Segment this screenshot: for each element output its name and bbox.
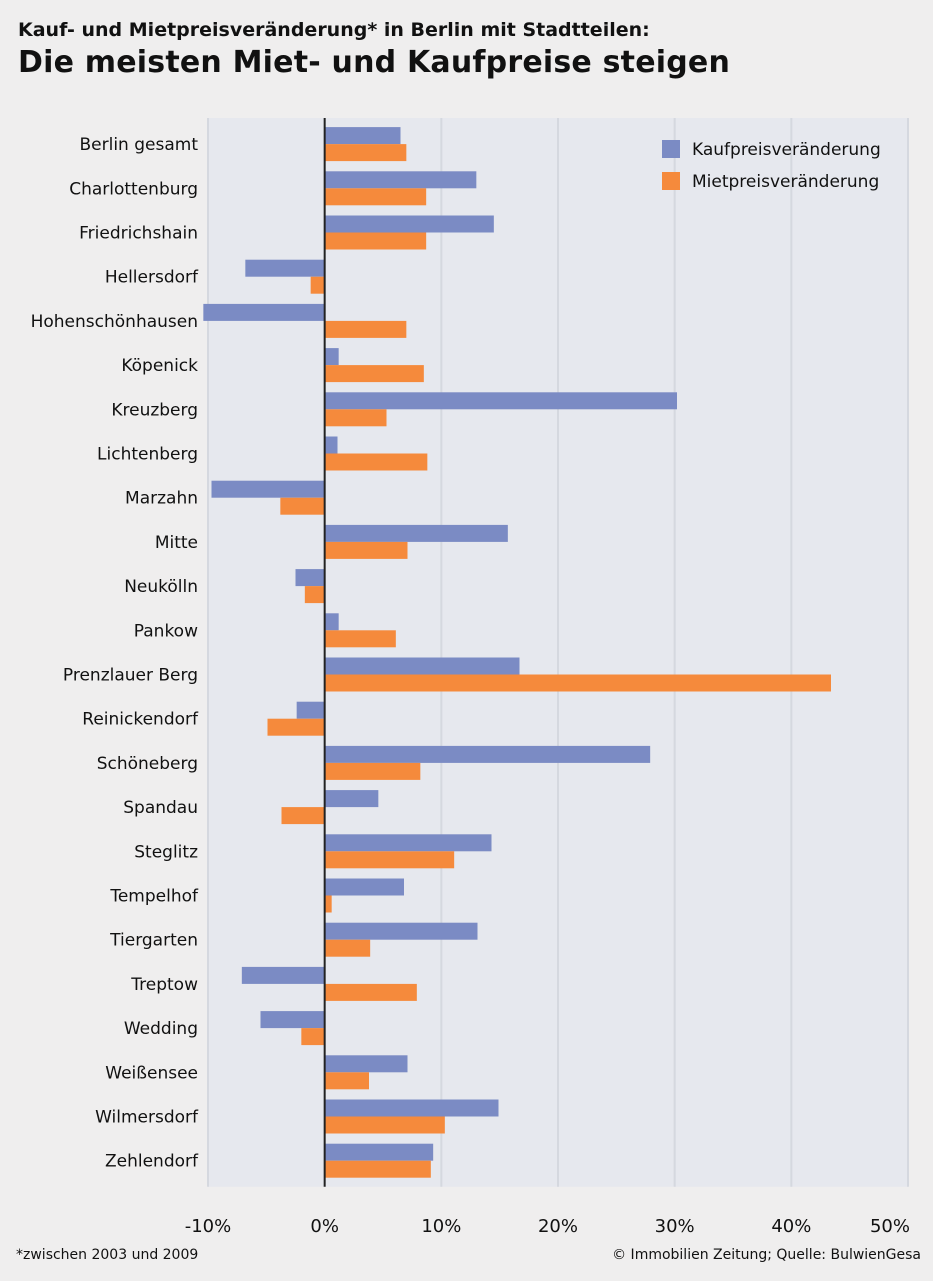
bar-mietpreis	[324, 851, 455, 869]
bar-kaufpreis	[260, 1011, 325, 1029]
bar-mietpreis	[324, 144, 407, 162]
legend-label-kaufpreis: Kaufpreisveränderung	[692, 140, 881, 160]
bar-mietpreis	[281, 807, 325, 825]
bar-kaufpreis	[295, 569, 325, 587]
bar-kaufpreis	[203, 303, 325, 321]
category-label: Schöneberg	[97, 754, 198, 774]
bar-mietpreis	[324, 232, 427, 250]
footnote: *zwischen 2003 und 2009	[16, 1247, 199, 1263]
source-credit: © Immobilien Zeitung; Quelle: BulwienGes…	[612, 1247, 921, 1263]
category-label: Tiergarten	[109, 931, 198, 951]
category-label: Köpenick	[121, 356, 198, 376]
category-label: Lichtenberg	[97, 445, 198, 465]
bar-kaufpreis	[324, 215, 494, 233]
bar-chart: Berlin gesamt Charlottenburg Friedrichshai…	[31, 118, 910, 1237]
bar-mietpreis	[324, 1160, 431, 1178]
bar-mietpreis	[324, 895, 332, 913]
chart-header: Kauf- und Mietpreisveränderung* in Berli…	[18, 18, 923, 82]
x-tick-label: 50%	[870, 1216, 910, 1237]
bar-kaufpreis	[241, 966, 325, 984]
bar-mietpreis	[324, 365, 424, 383]
bar-mietpreis	[324, 1116, 445, 1134]
bar-kaufpreis	[324, 524, 508, 542]
bar-mietpreis	[324, 453, 428, 471]
category-label: Treptow	[130, 975, 198, 995]
x-tick-label: 0%	[310, 1216, 339, 1237]
bar-mietpreis	[324, 409, 387, 427]
category-label: Wedding	[124, 1019, 198, 1039]
bar-kaufpreis	[324, 436, 338, 454]
category-label: Charlottenburg	[69, 179, 198, 199]
bar-kaufpreis	[324, 127, 401, 145]
bar-kaufpreis	[245, 259, 325, 277]
chart-title: Die meisten Miet- und Kaufpreise steigen	[18, 45, 731, 80]
category-label: Hohenschönhausen	[31, 312, 198, 332]
bar-kaufpreis	[324, 1099, 499, 1117]
category-label: Neukölln	[124, 577, 198, 597]
category-label: Pankow	[134, 621, 198, 641]
bar-mietpreis	[324, 939, 371, 957]
bar-kaufpreis	[324, 878, 404, 896]
legend-label-mietpreis: Mietpreisveränderung	[692, 172, 879, 192]
x-tick-label: -10%	[185, 1216, 232, 1237]
bar-kaufpreis	[211, 480, 325, 498]
x-tick-label: 10%	[421, 1216, 461, 1237]
bar-kaufpreis	[296, 701, 325, 719]
category-label: Weißensee	[105, 1063, 198, 1083]
bar-kaufpreis	[324, 348, 339, 366]
x-tick-label: 20%	[538, 1216, 578, 1237]
category-label: Spandau	[123, 798, 198, 818]
bar-kaufpreis	[324, 922, 478, 940]
bar-mietpreis	[324, 188, 427, 206]
bar-mietpreis	[304, 586, 325, 604]
category-label: Friedrichshain	[79, 224, 198, 244]
category-label: Hellersdorf	[105, 268, 199, 288]
bar-mietpreis	[324, 983, 417, 1001]
bar-mietpreis	[310, 276, 325, 294]
bar-mietpreis	[324, 320, 407, 338]
bar-kaufpreis	[324, 613, 339, 631]
category-label: Marzahn	[125, 489, 198, 509]
bar-mietpreis	[301, 1028, 325, 1046]
bar-kaufpreis	[324, 1055, 408, 1073]
bar-mietpreis	[324, 541, 408, 559]
legend-swatch-kaufpreis	[662, 140, 680, 158]
bar-mietpreis	[324, 674, 831, 692]
category-label: Steglitz	[134, 842, 198, 862]
bar-mietpreis	[324, 762, 421, 780]
chart-subtitle: Kauf- und Mietpreisveränderung* in Berli…	[18, 19, 650, 41]
legend-swatch-mietpreis	[662, 172, 680, 190]
x-tick-label: 40%	[771, 1216, 811, 1237]
bar-kaufpreis	[324, 392, 677, 410]
category-label: Prenzlauer Berg	[63, 666, 198, 686]
bar-kaufpreis	[324, 834, 492, 852]
bar-kaufpreis	[324, 657, 520, 675]
category-label: Berlin gesamt	[80, 135, 199, 155]
category-label: Kreuzberg	[111, 400, 198, 420]
category-label: Wilmersdorf	[95, 1108, 199, 1128]
category-label: Reinickendorf	[82, 710, 199, 730]
bar-kaufpreis	[324, 171, 477, 189]
bar-mietpreis	[280, 497, 325, 515]
category-label: Tempelhof	[109, 887, 199, 907]
category-label: Zehlendorf	[105, 1152, 199, 1172]
x-tick-label: 30%	[655, 1216, 695, 1237]
bar-kaufpreis	[324, 790, 379, 808]
bar-kaufpreis	[324, 745, 651, 763]
bar-mietpreis	[324, 630, 396, 648]
bar-mietpreis	[267, 718, 325, 736]
bar-kaufpreis	[324, 1143, 434, 1161]
bar-mietpreis	[324, 1072, 369, 1090]
category-label: Mitte	[155, 533, 198, 553]
